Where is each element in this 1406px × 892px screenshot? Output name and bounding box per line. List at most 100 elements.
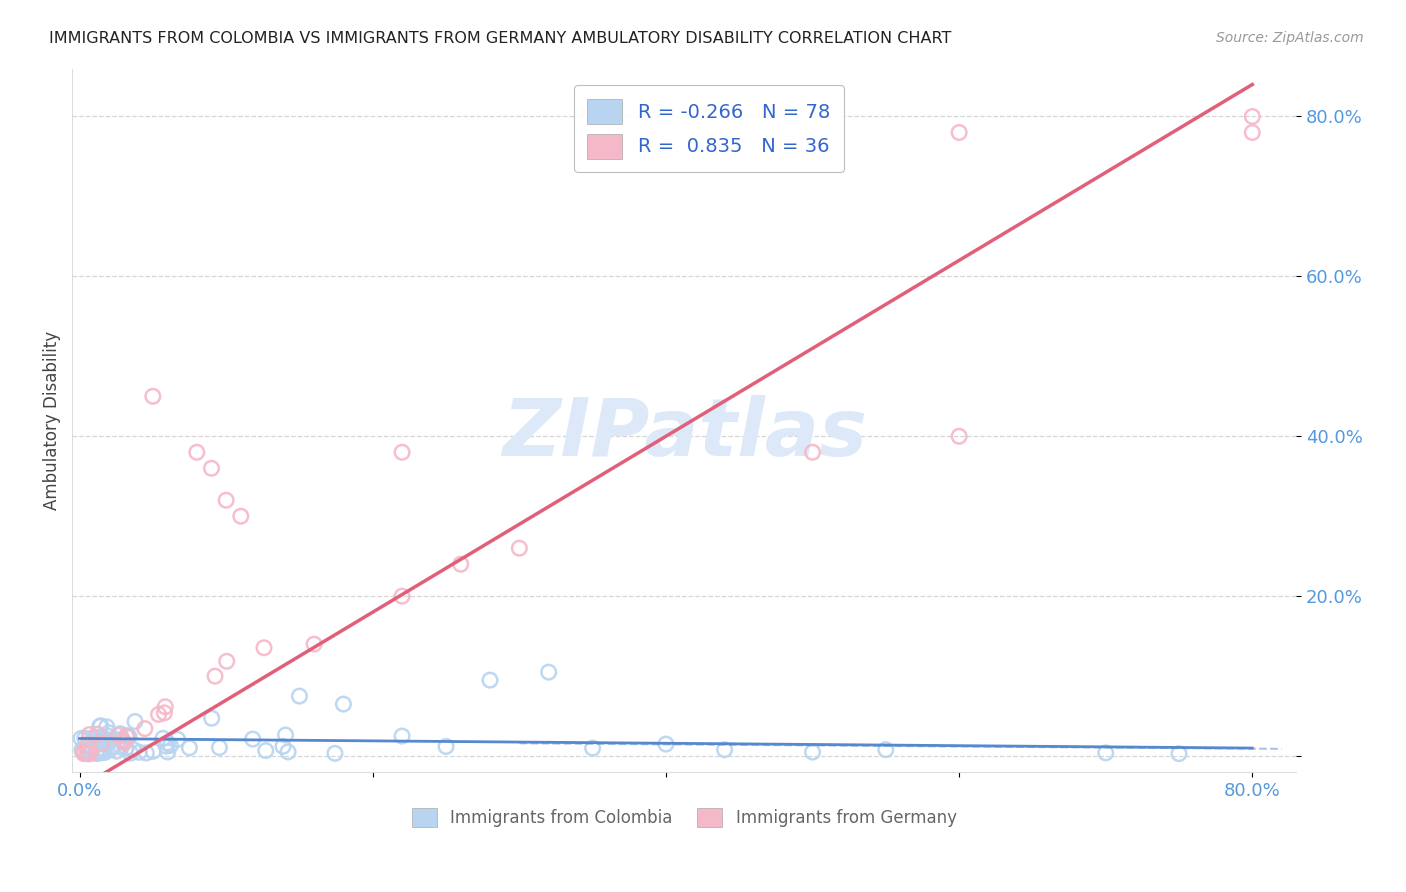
Point xyxy=(97,729,120,743)
Point xyxy=(391,445,413,459)
Point xyxy=(186,445,208,459)
Point xyxy=(155,699,177,714)
Point xyxy=(118,730,141,744)
Point xyxy=(288,689,311,703)
Point xyxy=(90,719,112,733)
Point xyxy=(450,557,472,571)
Point xyxy=(86,742,108,756)
Point xyxy=(94,733,117,747)
Point xyxy=(82,731,104,745)
Point xyxy=(93,731,115,746)
Point xyxy=(86,747,108,761)
Point xyxy=(142,389,165,403)
Point xyxy=(89,719,111,733)
Point xyxy=(1168,747,1191,761)
Point xyxy=(79,728,101,742)
Point xyxy=(537,665,560,679)
Point xyxy=(948,429,970,443)
Point xyxy=(84,730,107,744)
Point xyxy=(332,697,354,711)
Point xyxy=(77,738,100,752)
Point xyxy=(115,740,138,755)
Point xyxy=(391,589,413,603)
Point xyxy=(86,727,108,741)
Point xyxy=(153,706,176,720)
Point xyxy=(166,732,188,747)
Point xyxy=(254,743,277,757)
Point xyxy=(508,541,530,556)
Text: IMMIGRANTS FROM COLOMBIA VS IMMIGRANTS FROM GERMANY AMBULATORY DISABILITY CORREL: IMMIGRANTS FROM COLOMBIA VS IMMIGRANTS F… xyxy=(49,31,952,46)
Point xyxy=(115,729,138,743)
Point xyxy=(90,734,112,748)
Point xyxy=(77,740,100,755)
Point xyxy=(204,669,226,683)
Point xyxy=(96,720,118,734)
Point xyxy=(1094,746,1116,760)
Point xyxy=(96,736,118,750)
Point xyxy=(948,126,970,140)
Point xyxy=(73,747,96,761)
Point xyxy=(76,738,98,752)
Point xyxy=(108,733,131,747)
Point xyxy=(155,739,177,754)
Point xyxy=(142,744,165,758)
Y-axis label: Ambulatory Disability: Ambulatory Disability xyxy=(44,331,60,510)
Point xyxy=(73,731,96,746)
Point xyxy=(271,739,294,754)
Point xyxy=(135,746,157,760)
Text: ZIPatlas: ZIPatlas xyxy=(502,395,866,474)
Point xyxy=(108,726,131,740)
Point xyxy=(208,740,231,755)
Point xyxy=(115,730,138,744)
Point xyxy=(86,734,108,748)
Point xyxy=(72,744,94,758)
Point xyxy=(875,742,897,756)
Point xyxy=(124,714,146,729)
Point xyxy=(73,745,96,759)
Point xyxy=(77,747,100,761)
Point xyxy=(128,745,150,759)
Legend: Immigrants from Colombia, Immigrants from Germany: Immigrants from Colombia, Immigrants fro… xyxy=(405,802,963,834)
Point xyxy=(94,745,117,759)
Point xyxy=(89,745,111,759)
Point xyxy=(434,739,457,754)
Point xyxy=(110,740,132,755)
Point xyxy=(582,741,605,756)
Point xyxy=(107,728,129,742)
Point xyxy=(302,637,325,651)
Point xyxy=(91,741,114,756)
Point xyxy=(201,711,224,725)
Point xyxy=(156,736,179,750)
Point xyxy=(242,732,264,747)
Point xyxy=(80,743,103,757)
Point xyxy=(323,747,346,761)
Point xyxy=(159,739,181,753)
Point xyxy=(1241,110,1264,124)
Point xyxy=(253,640,276,655)
Point xyxy=(90,741,112,756)
Point xyxy=(200,461,222,475)
Point xyxy=(655,737,678,751)
Point xyxy=(93,745,115,759)
Point xyxy=(89,745,111,759)
Point xyxy=(152,731,174,746)
Point xyxy=(215,654,238,668)
Point xyxy=(105,744,128,758)
Point xyxy=(80,740,103,755)
Point xyxy=(215,493,238,508)
Point xyxy=(97,725,120,739)
Point xyxy=(87,746,110,760)
Point xyxy=(84,736,107,750)
Point xyxy=(122,742,145,756)
Point xyxy=(77,732,100,747)
Point xyxy=(76,747,98,761)
Text: Source: ZipAtlas.com: Source: ZipAtlas.com xyxy=(1216,31,1364,45)
Point xyxy=(801,445,824,459)
Point xyxy=(70,731,93,746)
Point xyxy=(179,740,201,755)
Point xyxy=(112,736,135,750)
Point xyxy=(73,746,96,760)
Point xyxy=(274,728,297,742)
Point xyxy=(277,745,299,759)
Point xyxy=(100,741,122,756)
